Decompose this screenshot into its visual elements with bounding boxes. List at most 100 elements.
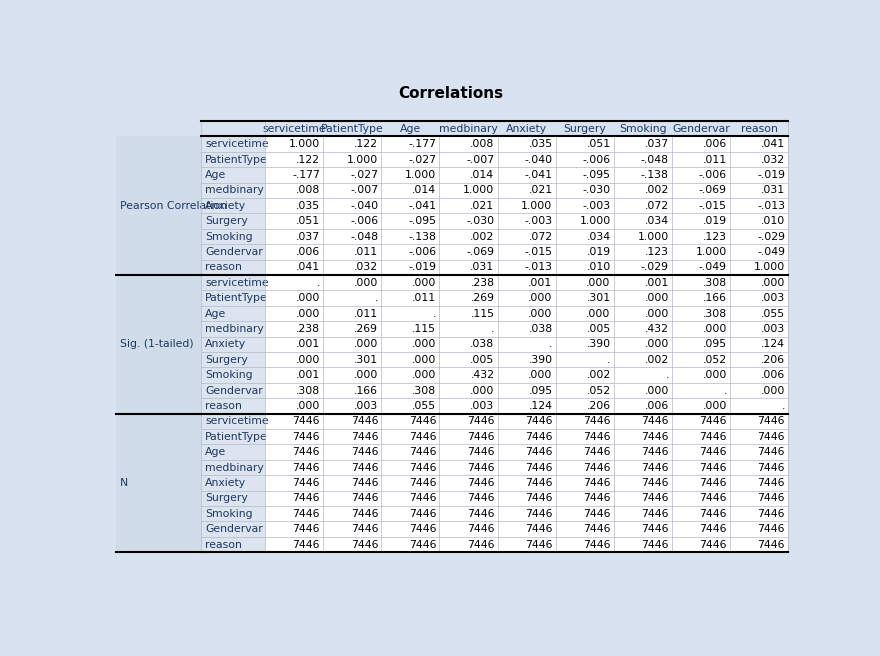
- Text: 7446: 7446: [700, 432, 727, 441]
- Bar: [265, 352, 788, 367]
- Text: .238: .238: [471, 277, 495, 288]
- Bar: [116, 121, 788, 136]
- Text: Age: Age: [205, 308, 226, 319]
- Text: -.003: -.003: [524, 216, 553, 226]
- Text: -.015: -.015: [524, 247, 553, 257]
- Text: Surgery: Surgery: [205, 355, 248, 365]
- Text: 7446: 7446: [642, 524, 669, 534]
- Text: .011: .011: [703, 155, 727, 165]
- Text: 7446: 7446: [292, 524, 320, 534]
- Text: -.019: -.019: [757, 170, 785, 180]
- Text: .000: .000: [412, 370, 436, 380]
- Text: .031: .031: [470, 262, 495, 272]
- Text: 7446: 7446: [350, 540, 378, 550]
- Bar: [265, 383, 788, 398]
- Text: 7446: 7446: [758, 493, 785, 503]
- Text: .006: .006: [296, 247, 320, 257]
- Text: 7446: 7446: [642, 462, 669, 472]
- Text: 7446: 7446: [292, 462, 320, 472]
- Text: .001: .001: [296, 339, 320, 350]
- Text: .000: .000: [644, 339, 669, 350]
- Text: 7446: 7446: [583, 540, 611, 550]
- Bar: [202, 182, 265, 198]
- Text: -.048: -.048: [350, 232, 378, 241]
- Bar: [265, 167, 788, 182]
- Text: -.006: -.006: [583, 155, 611, 165]
- Text: 7446: 7446: [700, 447, 727, 457]
- Text: .000: .000: [412, 355, 436, 365]
- Bar: [265, 475, 788, 491]
- Bar: [202, 244, 265, 260]
- Text: -.177: -.177: [408, 139, 436, 149]
- Bar: [202, 522, 265, 537]
- Text: 7446: 7446: [409, 524, 436, 534]
- Text: 7446: 7446: [350, 478, 378, 488]
- Text: -.019: -.019: [408, 262, 436, 272]
- Text: .123: .123: [703, 232, 727, 241]
- Text: .124: .124: [761, 339, 785, 350]
- Text: .301: .301: [587, 293, 611, 303]
- Text: .014: .014: [412, 186, 436, 195]
- Bar: [202, 414, 265, 429]
- Text: .021: .021: [528, 186, 553, 195]
- Text: .001: .001: [528, 277, 553, 288]
- Text: 7446: 7446: [409, 447, 436, 457]
- Text: 7446: 7446: [409, 417, 436, 426]
- Text: .008: .008: [470, 139, 495, 149]
- Text: servicetime: servicetime: [205, 417, 269, 426]
- Text: -.040: -.040: [524, 155, 553, 165]
- Bar: [116, 136, 202, 275]
- Bar: [202, 383, 265, 398]
- Text: 7446: 7446: [758, 524, 785, 534]
- Text: reason: reason: [741, 124, 778, 134]
- Text: .003: .003: [470, 401, 495, 411]
- Bar: [202, 367, 265, 383]
- Text: .000: .000: [412, 277, 436, 288]
- Text: -.069: -.069: [466, 247, 495, 257]
- Text: servicetime: servicetime: [205, 277, 269, 288]
- Bar: [202, 445, 265, 460]
- Text: 7446: 7446: [583, 447, 611, 457]
- Text: medbinary: medbinary: [205, 324, 264, 334]
- Text: .115: .115: [471, 308, 495, 319]
- Text: -.003: -.003: [583, 201, 611, 211]
- Text: -.029: -.029: [757, 232, 785, 241]
- Text: .006: .006: [702, 139, 727, 149]
- Text: .390: .390: [587, 339, 611, 350]
- Text: .301: .301: [354, 355, 378, 365]
- Text: 7446: 7446: [350, 417, 378, 426]
- Text: .000: .000: [586, 277, 611, 288]
- Text: -.030: -.030: [583, 186, 611, 195]
- Bar: [265, 198, 788, 213]
- Text: -.030: -.030: [466, 216, 495, 226]
- Text: .166: .166: [703, 293, 727, 303]
- Text: .001: .001: [644, 277, 669, 288]
- Text: .308: .308: [412, 386, 436, 396]
- Text: .019: .019: [703, 216, 727, 226]
- Bar: [265, 398, 788, 414]
- Text: 7446: 7446: [409, 478, 436, 488]
- Text: 1.000: 1.000: [579, 216, 611, 226]
- Text: servicetime: servicetime: [205, 139, 269, 149]
- Text: .: .: [607, 355, 611, 365]
- Text: .000: .000: [412, 339, 436, 350]
- Text: .000: .000: [528, 370, 553, 380]
- Text: 7446: 7446: [758, 432, 785, 441]
- Text: 7446: 7446: [350, 493, 378, 503]
- Text: .095: .095: [703, 339, 727, 350]
- Text: 7446: 7446: [758, 447, 785, 457]
- Text: .035: .035: [528, 139, 553, 149]
- Text: .308: .308: [296, 386, 320, 396]
- Text: 7446: 7446: [525, 478, 553, 488]
- Text: -.006: -.006: [699, 170, 727, 180]
- Text: 7446: 7446: [467, 462, 495, 472]
- Text: -.049: -.049: [699, 262, 727, 272]
- Text: -.013: -.013: [757, 201, 785, 211]
- Text: .005: .005: [470, 355, 495, 365]
- Text: .052: .052: [587, 386, 611, 396]
- Text: .041: .041: [296, 262, 320, 272]
- Text: 7446: 7446: [583, 509, 611, 519]
- Text: -.015: -.015: [699, 201, 727, 211]
- Text: .011: .011: [354, 247, 378, 257]
- Text: .123: .123: [645, 247, 669, 257]
